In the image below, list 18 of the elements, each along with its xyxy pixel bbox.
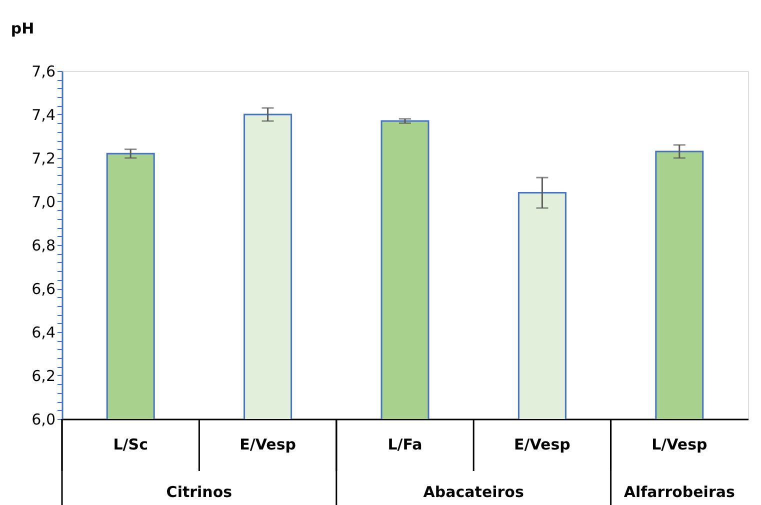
x-tick-label: L/Fa bbox=[388, 436, 422, 454]
y-tick-label: 6,6 bbox=[32, 280, 56, 298]
y-tick-label: 6,4 bbox=[32, 324, 56, 342]
y-tick-label: 7,4 bbox=[32, 106, 56, 124]
y-tick-label: 6,0 bbox=[32, 410, 56, 428]
x-tick-label: L/Vesp bbox=[652, 436, 708, 454]
text: Alfarrobeiras bbox=[624, 483, 735, 501]
y-axis-title: pH bbox=[10, 20, 34, 38]
y-tick-label: 7,2 bbox=[32, 150, 56, 168]
y-tick-label: 6,2 bbox=[32, 367, 56, 385]
x-tick-label: E/Vesp bbox=[514, 436, 571, 454]
text: Citrinos bbox=[166, 483, 232, 501]
y-tick-label: 7,0 bbox=[32, 193, 56, 211]
x-tick-label: L/Sc bbox=[113, 436, 148, 454]
x-tick-label: E/Vesp bbox=[240, 436, 296, 454]
y-tick-label: 6,8 bbox=[32, 236, 56, 254]
text: Abacateiros bbox=[423, 483, 524, 501]
y-tick-label: 7,6 bbox=[32, 62, 56, 80]
